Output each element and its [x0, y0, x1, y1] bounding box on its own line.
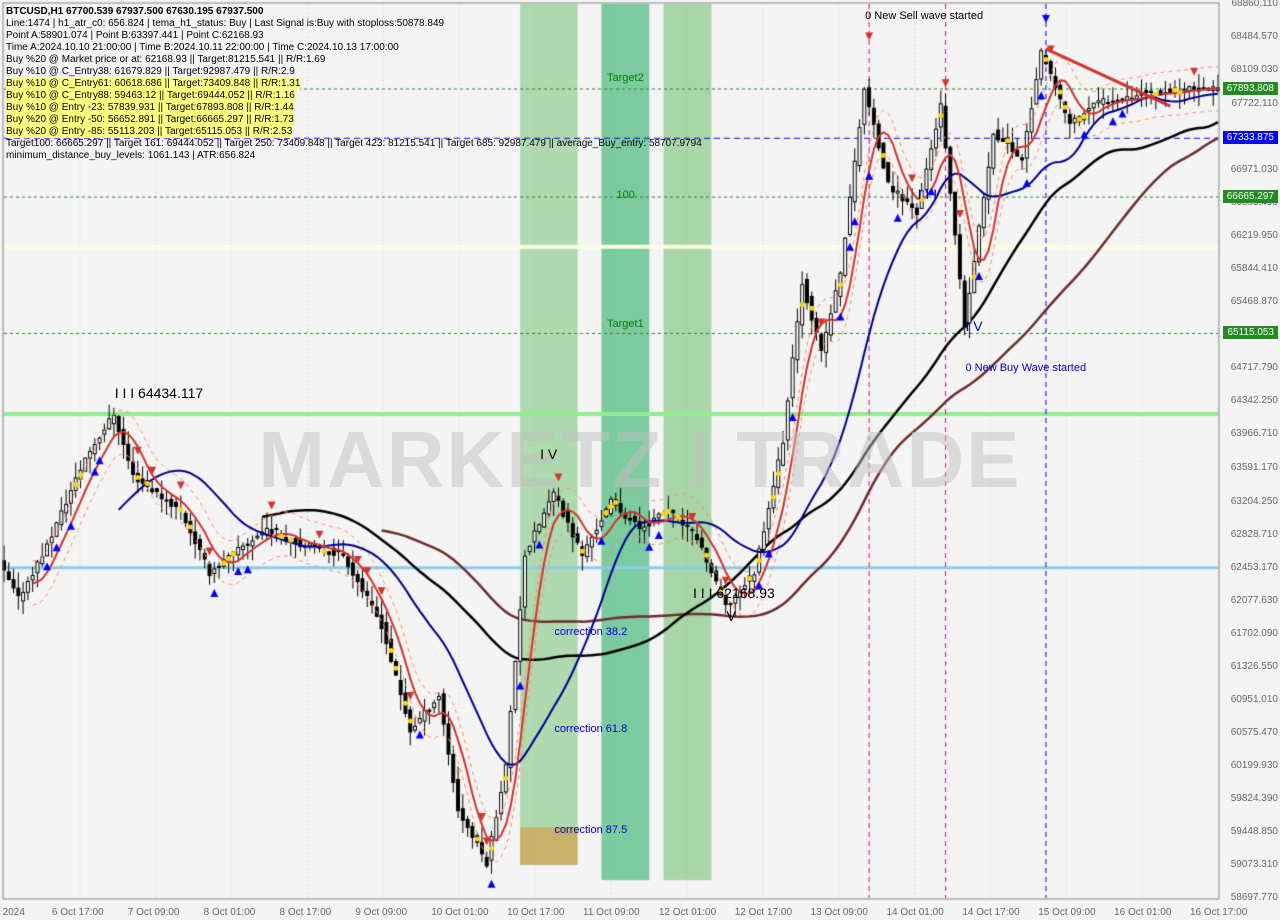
time-label: 12 Oct 17:00 [735, 907, 792, 918]
chart-annotation: I V [965, 318, 982, 334]
price-tick: 66971.030 [1231, 164, 1278, 175]
chart-annotation: 100 [617, 189, 635, 201]
price-tick: 64342.250 [1231, 395, 1278, 406]
price-tick: 64717.790 [1231, 362, 1278, 373]
chart-annotation: correction 61.8 [554, 723, 627, 735]
time-label: 15 Oct 09:00 [1038, 907, 1095, 918]
price-tick: 58697.770 [1231, 892, 1278, 903]
info-line-hl: Buy %10 @ C_Entry88: 59463.12 || Target:… [6, 90, 295, 102]
price-tick: 65468.870 [1231, 296, 1278, 307]
chart-annotation: I I I 62168.93 [693, 585, 775, 601]
price-tick: 66219.950 [1231, 230, 1278, 241]
chart-annotation: correction 38.2 [554, 626, 627, 638]
price-tick: 62453.170 [1231, 562, 1278, 573]
info-line: Target100: 66665.297 || Target 161: 6944… [6, 138, 702, 150]
info-line: Time A:2024.10.10 21:00:00 | Time B:2024… [6, 42, 399, 54]
time-label: 8 Oct 01:00 [204, 907, 256, 918]
info-line-hl: Buy %20 @ Entry -85: 55113.203 || Target… [6, 126, 292, 138]
price-tick: 62828.710 [1231, 529, 1278, 540]
symbol-line: BTCUSD,H1 67700.539 67937.500 67630.195 … [6, 6, 263, 18]
time-label: 16 Oct 01:00 [1114, 907, 1171, 918]
info-line: Buy %10 @ C_Entry38: 61679.829 || Target… [6, 66, 295, 78]
chart-annotation: 0 New Sell wave started [865, 10, 983, 22]
price-tick: 59073.310 [1231, 859, 1278, 870]
time-label: 6 Oct 17:00 [52, 907, 104, 918]
price-tick: 65844.410 [1231, 263, 1278, 274]
time-label: 16 Oct 17:00 [1190, 907, 1247, 918]
info-line: Line:1474 | h1_atr_c0: 656.824 | tema_h1… [6, 18, 444, 30]
info-line-hl: Buy %10 @ C_Entry61: 60618.686 || Target… [6, 78, 300, 90]
price-tick: 59824.390 [1231, 793, 1278, 804]
price-tick: 67722.110 [1231, 98, 1278, 109]
info-line-hl: Buy %20 @ Entry -50: 56652.891 || Target… [6, 114, 294, 126]
time-label: 14 Oct 17:00 [962, 907, 1019, 918]
price-tick: 61702.090 [1231, 628, 1278, 639]
time-label: 10 Oct 17:00 [507, 907, 564, 918]
price-box: 65115.053 [1223, 326, 1278, 339]
time-label: 6 Oct 2024 [0, 907, 25, 918]
info-line-hl: Buy %10 @ Entry -23: 57839.931 || Target… [6, 102, 294, 114]
info-line: Buy %20 @ Market price or at: 62168.93 |… [6, 54, 325, 66]
price-box: 67333.875 [1223, 131, 1278, 144]
chart-annotation: I I I 64434.117 [115, 385, 203, 401]
time-label: 14 Oct 01:00 [887, 907, 944, 918]
chart-annotation: correction 87.5 [554, 824, 627, 836]
price-tick: 63966.710 [1231, 428, 1278, 439]
price-tick: 59448.850 [1231, 826, 1278, 837]
price-tick: 61326.550 [1231, 661, 1278, 672]
chart-annotation: I V [540, 446, 557, 462]
price-tick: 68860.110 [1231, 0, 1278, 9]
time-label: 11 Oct 09:00 [583, 907, 640, 918]
price-tick: 60575.470 [1231, 727, 1278, 738]
chart-annotation: I I I [918, 186, 937, 202]
time-label: 8 Oct 17:00 [280, 907, 332, 918]
chart-annotation: Target2 [607, 72, 644, 84]
time-label: 7 Oct 09:00 [128, 907, 180, 918]
price-tick: 68109.030 [1231, 64, 1278, 75]
chart-annotation: 0 New Buy Wave started [965, 362, 1086, 374]
price-tick: 63591.170 [1231, 462, 1278, 473]
time-label: 12 Oct 01:00 [659, 907, 716, 918]
info-line: minimum_distance_buy_levels: 1061.143 | … [6, 150, 255, 162]
chart-container: MARKETZ I TRADE BTCUSD,H1 67700.539 6793… [0, 0, 1280, 920]
info-line: Point A:58901.074 | Point B:63397.441 | … [6, 30, 264, 42]
price-tick: 60951.010 [1231, 694, 1278, 705]
price-box: 67893.808 [1223, 82, 1278, 95]
time-label: 13 Oct 09:00 [811, 907, 868, 918]
price-tick: 63204.250 [1231, 496, 1278, 507]
price-tick: 68484.570 [1231, 31, 1278, 42]
time-label: 9 Oct 09:00 [355, 907, 407, 918]
price-tick: 62077.630 [1231, 595, 1278, 606]
time-label: 10 Oct 01:00 [431, 907, 488, 918]
price-box: 66665.297 [1223, 190, 1278, 203]
price-tick: 60199.930 [1231, 760, 1278, 771]
chart-annotation: Target1 [607, 318, 644, 330]
chart-annotation: V [726, 608, 735, 624]
